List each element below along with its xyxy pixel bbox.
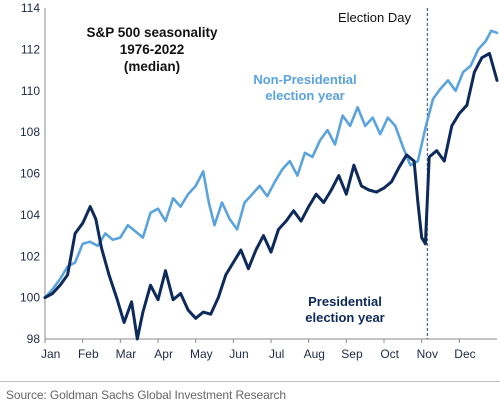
x-tick-label: Apr [154,347,173,361]
chart-title-line-3: (median) [124,59,180,74]
labels: S&P 500 seasonality 1976-2022 (median) E… [86,10,411,325]
chart: 98 100 102 104 106 108 110 112 114 Jan Feb Mar Apr Ma… [20,1,499,361]
y-tick-label: 112 [21,42,40,56]
series-line-non-presidential [43,29,499,299]
y-tick-label: 102 [20,249,40,263]
series-label-non-presidential-1: Non-Presidential [253,72,356,87]
series-line-presidential [43,52,499,341]
y-tick-label: 110 [21,84,40,98]
x-tick-label: May [190,347,213,361]
y-tick-label: 108 [20,125,40,139]
series-layer [43,29,499,341]
x-tick-label: Sep [341,347,363,361]
series-label-presidential-1: Presidential [308,294,382,309]
y-tick-label: 114 [21,1,40,15]
axes: 98 100 102 104 106 108 110 112 114 Jan Feb Mar Apr Ma… [20,1,497,361]
x-tick-label: Dec [454,347,475,361]
election-day-label: Election Day [338,10,411,25]
x-tick-label: Feb [78,347,99,361]
x-tick-label: Oct [380,347,399,361]
x-tick-label: Aug [304,347,325,361]
y-tick-label: 98 [27,332,41,346]
x-tick-label: Nov [417,347,438,361]
chart-title-line-1: S&P 500 seasonality [86,25,218,40]
y-tick-label: 106 [20,167,40,181]
y-tick-label: 104 [20,208,40,222]
y-tick-label: 100 [20,291,40,305]
series-label-presidential-2: election year [305,310,385,325]
x-tick-label: Jan [41,347,60,361]
x-tick-label: Jul [269,347,284,361]
series-label-non-presidential-2: election year [265,88,345,103]
source-note: Source: Goldman Sachs Global Investment … [6,388,287,402]
x-tick-label: Mar [116,347,137,361]
x-tick-label: Jun [229,347,248,361]
source-separator [0,381,500,382]
chart-title-line-2: 1976-2022 [120,42,185,57]
